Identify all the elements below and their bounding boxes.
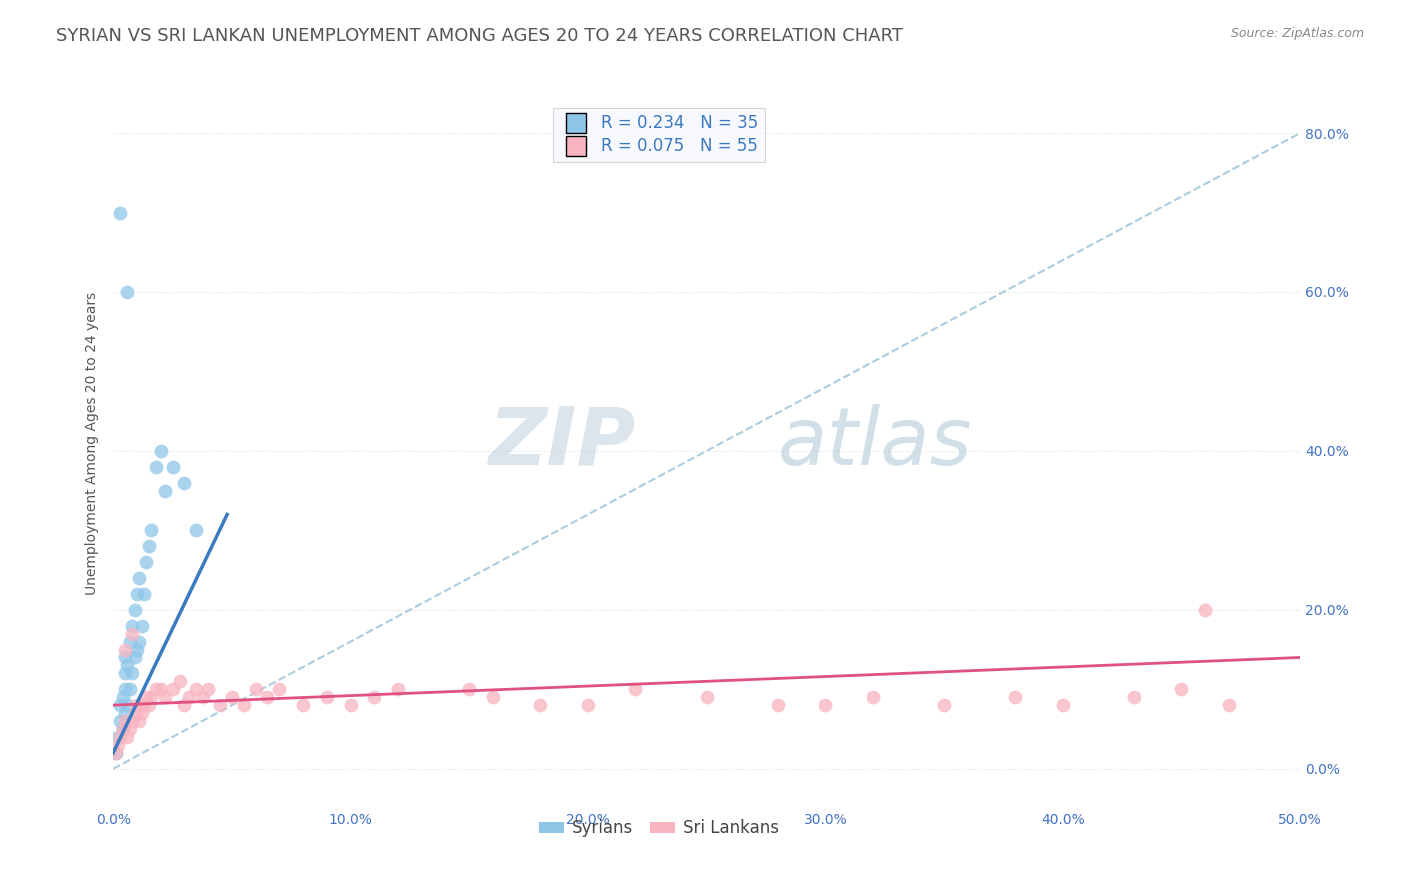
- Point: [149, 682, 172, 697]
- Point: [1122, 690, 1144, 705]
- Point: [131, 618, 153, 632]
- Point: [121, 626, 143, 640]
- Point: [138, 539, 160, 553]
- Point: [173, 475, 195, 490]
- Point: [118, 722, 141, 736]
- Point: [114, 666, 136, 681]
- Point: [173, 698, 195, 713]
- Point: [766, 698, 789, 713]
- Point: [107, 730, 129, 744]
- Point: [135, 690, 157, 705]
- Point: [814, 698, 837, 713]
- Point: [121, 666, 143, 681]
- Point: [117, 730, 139, 744]
- Point: [114, 706, 136, 720]
- Point: [292, 698, 315, 713]
- Point: [132, 698, 155, 713]
- Point: [128, 571, 150, 585]
- Point: [1170, 682, 1192, 697]
- Point: [145, 682, 167, 697]
- Point: [118, 682, 141, 697]
- Point: [110, 698, 132, 713]
- Point: [1052, 698, 1074, 713]
- Point: [162, 682, 184, 697]
- Point: [111, 722, 134, 736]
- Point: [132, 587, 155, 601]
- Point: [125, 642, 148, 657]
- Point: [197, 682, 219, 697]
- Point: [114, 650, 136, 665]
- Point: [110, 714, 132, 728]
- Point: [117, 658, 139, 673]
- Point: [363, 690, 385, 705]
- Point: [138, 698, 160, 713]
- Point: [529, 698, 551, 713]
- Point: [576, 698, 599, 713]
- Point: [121, 618, 143, 632]
- Point: [110, 205, 132, 219]
- Point: [482, 690, 505, 705]
- Text: atlas: atlas: [778, 404, 973, 482]
- Text: ZIP: ZIP: [488, 404, 636, 482]
- Point: [256, 690, 278, 705]
- Point: [124, 706, 146, 720]
- Point: [124, 650, 146, 665]
- Point: [141, 690, 163, 705]
- Point: [458, 682, 481, 697]
- Point: [1218, 698, 1240, 713]
- Point: [162, 459, 184, 474]
- Point: [117, 698, 139, 713]
- Point: [155, 690, 177, 705]
- Point: [232, 698, 254, 713]
- Point: [131, 706, 153, 720]
- Point: [624, 682, 647, 697]
- Point: [186, 524, 208, 538]
- Point: [121, 714, 143, 728]
- Point: [169, 674, 191, 689]
- Point: [111, 690, 134, 705]
- Point: [339, 698, 361, 713]
- Point: [179, 690, 201, 705]
- Point: [111, 722, 134, 736]
- Point: [932, 698, 955, 713]
- Point: [269, 682, 291, 697]
- Point: [1194, 603, 1216, 617]
- Point: [128, 634, 150, 648]
- Point: [141, 524, 163, 538]
- Point: [155, 483, 177, 498]
- Point: [186, 682, 208, 697]
- Point: [208, 698, 231, 713]
- Y-axis label: Unemployment Among Ages 20 to 24 years: Unemployment Among Ages 20 to 24 years: [86, 292, 100, 595]
- Point: [110, 730, 132, 744]
- Point: [862, 690, 884, 705]
- Point: [104, 746, 127, 760]
- Point: [117, 285, 139, 299]
- Legend: Syrians, Sri Lankans: Syrians, Sri Lankans: [533, 813, 786, 844]
- Point: [1004, 690, 1026, 705]
- Point: [104, 746, 127, 760]
- Point: [245, 682, 267, 697]
- Text: Source: ZipAtlas.com: Source: ZipAtlas.com: [1230, 27, 1364, 40]
- Point: [107, 738, 129, 752]
- Point: [149, 443, 172, 458]
- Point: [145, 459, 167, 474]
- Point: [125, 698, 148, 713]
- Point: [315, 690, 337, 705]
- Point: [387, 682, 409, 697]
- Point: [193, 690, 215, 705]
- Point: [114, 642, 136, 657]
- Point: [114, 714, 136, 728]
- Point: [125, 587, 148, 601]
- Point: [128, 714, 150, 728]
- Point: [124, 603, 146, 617]
- Point: [696, 690, 718, 705]
- Point: [114, 682, 136, 697]
- Text: SYRIAN VS SRI LANKAN UNEMPLOYMENT AMONG AGES 20 TO 24 YEARS CORRELATION CHART: SYRIAN VS SRI LANKAN UNEMPLOYMENT AMONG …: [56, 27, 903, 45]
- Point: [135, 555, 157, 569]
- Point: [118, 634, 141, 648]
- Point: [221, 690, 243, 705]
